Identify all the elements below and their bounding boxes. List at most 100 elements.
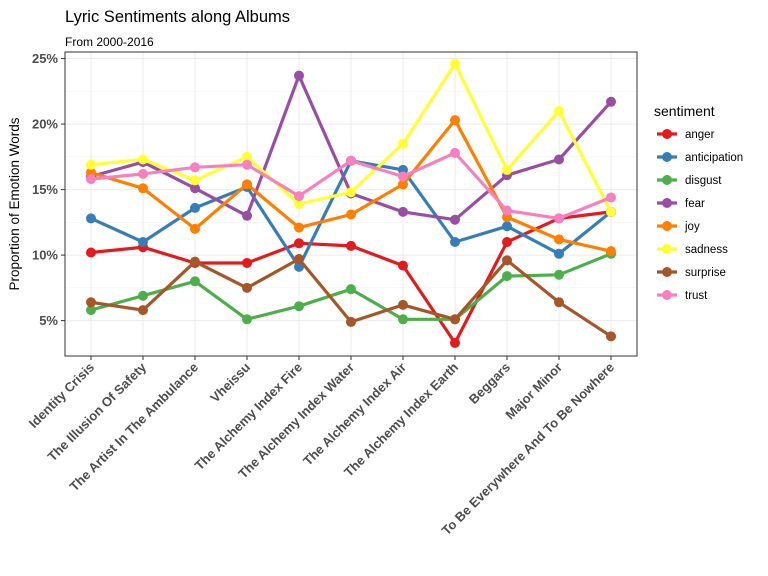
legend-key-point [662, 221, 672, 231]
x-tick-label: The Alchemy Index Air [300, 360, 409, 469]
data-point-trust [138, 168, 148, 179]
data-point-sadness [502, 164, 512, 175]
data-point-sadness [450, 58, 460, 69]
data-point-joy [346, 209, 356, 220]
legend-label: anger [685, 129, 715, 141]
data-point-disgust [242, 314, 252, 325]
data-point-sadness [398, 138, 408, 149]
data-point-sadness [190, 175, 200, 186]
legend-key-point [662, 175, 672, 185]
data-point-fear [554, 154, 564, 165]
data-point-joy [606, 246, 616, 257]
data-point-disgust [86, 305, 96, 316]
data-point-fear [606, 96, 616, 107]
data-point-sadness [554, 105, 564, 116]
data-point-fear [450, 214, 460, 225]
series-trust [86, 147, 616, 224]
data-point-trust [554, 213, 564, 224]
legend-key-point [662, 198, 672, 208]
data-point-sadness [242, 151, 252, 162]
data-point-trust [606, 192, 616, 203]
data-point-trust [294, 191, 304, 202]
legend-title: sentiment [654, 103, 715, 119]
y-tick-label: 10% [32, 248, 58, 263]
data-point-joy [398, 179, 408, 190]
data-point-surprise [398, 299, 408, 310]
legend-item-anger: anger [657, 129, 715, 141]
legend-key-point [662, 129, 672, 139]
data-point-anticipation [138, 237, 148, 247]
data-point-sadness [86, 159, 96, 170]
legend-key-point [662, 152, 672, 162]
data-point-joy [554, 234, 564, 245]
data-point-anticipation [554, 248, 564, 259]
data-point-disgust [346, 284, 356, 295]
legend-item-joy: joy [657, 221, 700, 233]
data-point-surprise [86, 297, 96, 308]
data-point-fear [190, 183, 200, 194]
x-tick-label: Beggars [466, 360, 513, 407]
legend-label: joy [684, 221, 700, 233]
data-point-surprise [190, 256, 200, 267]
data-point-sadness [294, 199, 304, 209]
data-point-sadness [346, 187, 356, 198]
legend-item-anticipation: anticipation [657, 152, 743, 164]
data-point-anger [398, 260, 408, 271]
legend-item-surprise: surprise [657, 267, 726, 279]
legend-item-fear: fear [657, 198, 705, 210]
data-point-surprise [502, 255, 512, 266]
data-point-joy [450, 115, 460, 126]
y-axis: 5% 10% 15% 20% 25% [32, 51, 65, 328]
data-point-trust [242, 159, 252, 170]
data-point-trust [398, 171, 408, 182]
data-point-fear [294, 70, 304, 81]
data-point-disgust [190, 276, 200, 287]
data-point-anticipation [502, 221, 512, 232]
x-tick-label: Vheissu [207, 359, 253, 405]
data-point-sadness [606, 206, 616, 217]
x-tick-label: The Alchemy Index Fire [192, 360, 305, 473]
legend-label: fear [685, 198, 705, 210]
legend-label: anticipation [685, 152, 743, 164]
series-layer [86, 58, 616, 348]
legend-label: trust [685, 290, 708, 302]
data-point-anger [294, 238, 304, 249]
chart-title: Lyric Sentiments along Albums [65, 8, 290, 26]
data-point-disgust [138, 290, 148, 301]
legend-key-point [662, 244, 672, 254]
data-point-disgust [502, 271, 512, 282]
data-point-trust [346, 155, 356, 166]
legend-key-point [662, 267, 672, 277]
data-point-surprise [346, 316, 356, 327]
data-point-joy [138, 183, 148, 194]
data-point-disgust [554, 269, 564, 280]
data-point-joy [294, 222, 304, 233]
series-sadness [86, 58, 616, 217]
data-point-anger [502, 237, 512, 247]
series-surprise [86, 254, 616, 342]
data-point-anger [242, 257, 252, 268]
y-tick-label: 15% [32, 182, 58, 197]
legend-item-disgust: disgust [657, 175, 722, 187]
y-tick-label: 25% [32, 51, 58, 66]
data-point-anticipation [190, 202, 200, 213]
legend-label: sadness [685, 244, 728, 256]
legend: anger anticipation disgust fear joy sadness su… [657, 129, 743, 302]
data-point-joy [242, 179, 252, 190]
legend-label: disgust [685, 175, 722, 187]
data-point-anger [450, 337, 460, 348]
data-point-sadness [138, 154, 148, 165]
data-point-surprise [294, 254, 304, 265]
legend-label: surprise [685, 267, 726, 279]
data-point-surprise [450, 314, 460, 325]
data-point-trust [86, 174, 96, 185]
data-point-trust [450, 147, 460, 158]
data-point-trust [502, 205, 512, 216]
data-point-joy [190, 223, 200, 234]
chart-subtitle: From 2000-2016 [65, 35, 154, 49]
data-point-fear [242, 210, 252, 221]
data-point-anticipation [86, 213, 96, 224]
y-tick-label: 20% [32, 117, 58, 132]
